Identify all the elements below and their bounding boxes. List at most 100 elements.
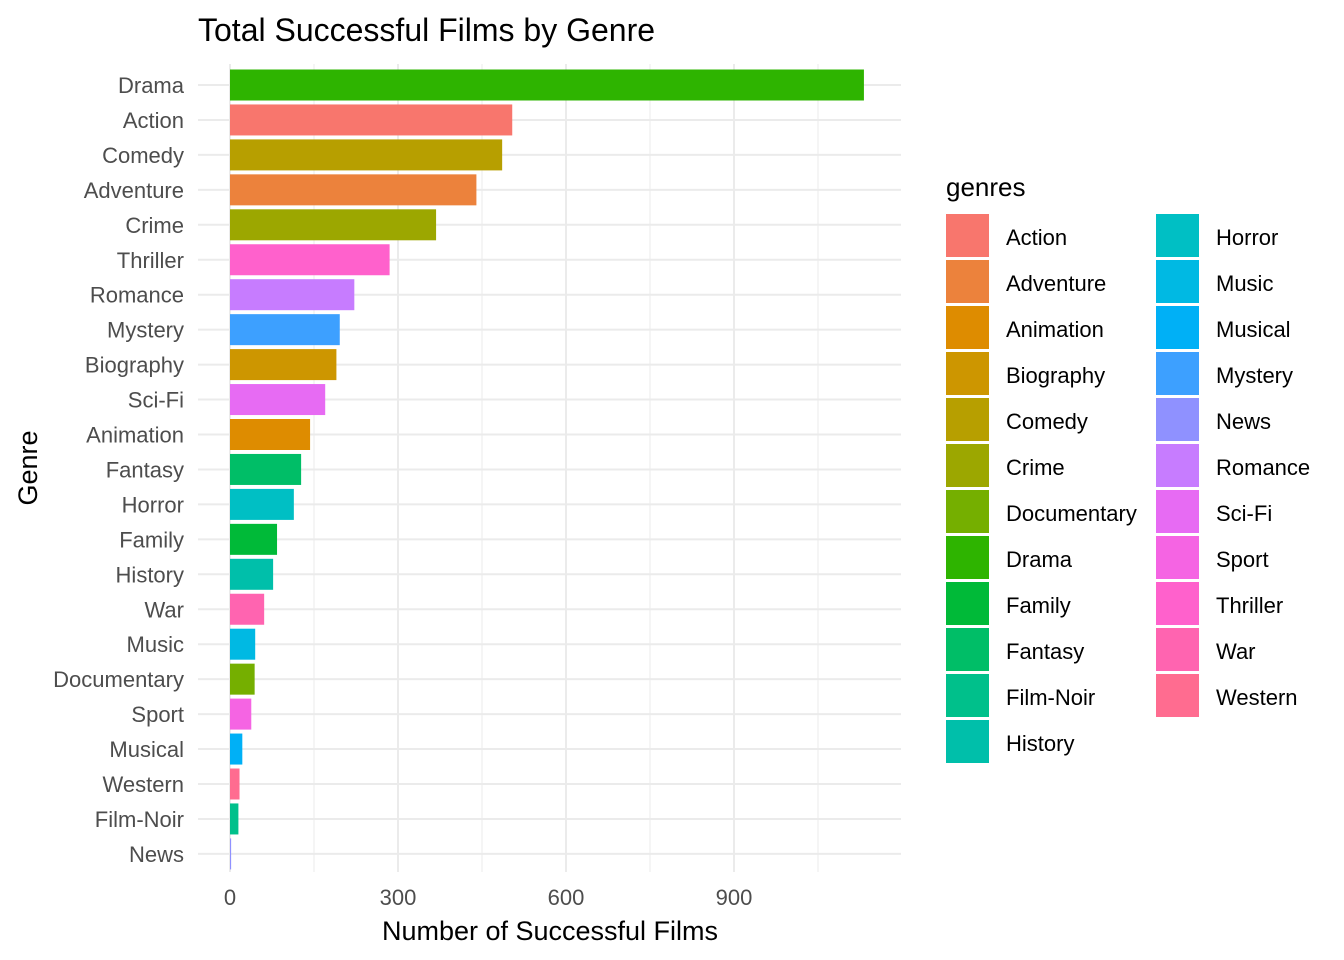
y-tick-label: Horror	[122, 492, 184, 517]
legend-title: genres	[946, 172, 1026, 202]
legend-key-war	[1156, 628, 1199, 671]
y-axis-title: Genre	[13, 430, 43, 505]
bar-crime	[230, 209, 437, 241]
legend-label-western: Western	[1216, 685, 1298, 710]
bar-adventure	[230, 174, 477, 206]
legend-key-biography	[946, 352, 989, 395]
bars	[230, 69, 864, 870]
legend-label-sport: Sport	[1216, 547, 1269, 572]
bar-history	[230, 558, 274, 590]
legend-label-crime: Crime	[1006, 455, 1065, 480]
chart-title: Total Successful Films by Genre	[198, 12, 655, 48]
legend-key-musical	[1156, 306, 1199, 349]
legend-key-comedy	[946, 398, 989, 441]
legend-label-animation: Animation	[1006, 317, 1104, 342]
legend-label-news: News	[1216, 409, 1271, 434]
y-tick-label: Animation	[86, 423, 184, 448]
y-tick-label: News	[129, 842, 184, 867]
y-tick-label: Film-Noir	[95, 807, 184, 832]
legend-key-film-noir	[946, 674, 989, 717]
y-tick-label: Drama	[118, 73, 185, 98]
y-tick-label: Mystery	[107, 318, 184, 343]
legend-key-thriller	[1156, 582, 1199, 625]
legend-label-mystery: Mystery	[1216, 363, 1293, 388]
legend-label-history: History	[1006, 731, 1074, 756]
y-axis-tick-labels: Drama Action Comedy Adventure Crime Thriller R…	[53, 73, 185, 867]
bar-western	[230, 768, 240, 800]
y-tick-label: Sci-Fi	[128, 388, 184, 413]
bar-musical	[230, 733, 243, 765]
y-tick-label: Action	[123, 108, 184, 133]
legend-label-thriller: Thriller	[1216, 593, 1283, 618]
legend-key-family	[946, 582, 989, 625]
bar-drama	[230, 69, 864, 101]
bar-documentary	[230, 663, 255, 695]
legend-key-history	[946, 720, 989, 763]
legend-label-drama: Drama	[1006, 547, 1073, 572]
legend-key-crime	[946, 444, 989, 487]
y-tick-label: Romance	[90, 283, 184, 308]
legend-key-music	[1156, 260, 1199, 303]
legend-key-western	[1156, 674, 1199, 717]
legend-key-documentary	[946, 490, 989, 533]
bar-romance	[230, 279, 355, 311]
legend-key-news	[1156, 398, 1199, 441]
y-tick-label: Adventure	[84, 178, 184, 203]
legend-label-romance: Romance	[1216, 455, 1310, 480]
legend-key-romance	[1156, 444, 1199, 487]
legend-label-horror: Horror	[1216, 225, 1278, 250]
legend-key-sci-fi	[1156, 490, 1199, 533]
bar-sport	[230, 698, 252, 730]
y-tick-label: Documentary	[53, 667, 184, 692]
legend-key-mystery	[1156, 352, 1199, 395]
legend-label-war: War	[1216, 639, 1256, 664]
y-tick-label: History	[116, 562, 184, 587]
legend: genres Action Adventure Animation Biography…	[946, 172, 1310, 763]
y-tick-label: Fantasy	[106, 457, 184, 482]
legend-label-music: Music	[1216, 271, 1273, 296]
bar-mystery	[230, 314, 340, 346]
bar-action	[230, 104, 513, 136]
legend-label-musical: Musical	[1216, 317, 1291, 342]
legend-label-action: Action	[1006, 225, 1067, 250]
legend-key-sport	[1156, 536, 1199, 579]
legend-key-horror	[1156, 214, 1199, 257]
y-tick-label: War	[144, 597, 184, 622]
bar-fantasy	[230, 453, 302, 485]
y-tick-label: Sport	[131, 702, 184, 727]
legend-label-adventure: Adventure	[1006, 271, 1106, 296]
legend-key-adventure	[946, 260, 989, 303]
bar-horror	[230, 488, 294, 520]
legend-label-documentary: Documentary	[1006, 501, 1137, 526]
legend-label-fantasy: Fantasy	[1006, 639, 1084, 664]
legend-key-animation	[946, 306, 989, 349]
y-tick-label: Biography	[85, 353, 184, 378]
bar-animation	[230, 419, 311, 450]
legend-label-film-noir: Film-Noir	[1006, 685, 1095, 710]
bar-family	[230, 523, 278, 555]
x-tick-label: 0	[224, 885, 236, 910]
bar-film-noir	[230, 803, 239, 835]
y-tick-label: Comedy	[102, 143, 184, 168]
legend-label-biography: Biography	[1006, 363, 1105, 388]
bar-war	[230, 593, 265, 625]
bar-music	[230, 628, 256, 660]
legend-label-family: Family	[1006, 593, 1071, 618]
legend-label-sci-fi: Sci-Fi	[1216, 501, 1272, 526]
y-tick-label: Thriller	[117, 248, 184, 273]
bar-thriller	[230, 244, 390, 276]
x-axis-tick-labels: 0 300 600 900	[224, 885, 752, 910]
x-axis-title: Number of Successful Films	[382, 916, 718, 946]
x-tick-label: 300	[380, 885, 417, 910]
y-tick-label: Crime	[125, 213, 184, 238]
legend-key-action	[946, 214, 989, 257]
y-tick-label: Western	[102, 772, 184, 797]
bar-biography	[230, 349, 337, 381]
x-tick-label: 600	[548, 885, 585, 910]
bar-comedy	[230, 139, 503, 171]
x-tick-label: 900	[716, 885, 753, 910]
bar-news	[230, 838, 232, 870]
y-tick-label: Family	[119, 527, 184, 552]
legend-key-fantasy	[946, 628, 989, 671]
